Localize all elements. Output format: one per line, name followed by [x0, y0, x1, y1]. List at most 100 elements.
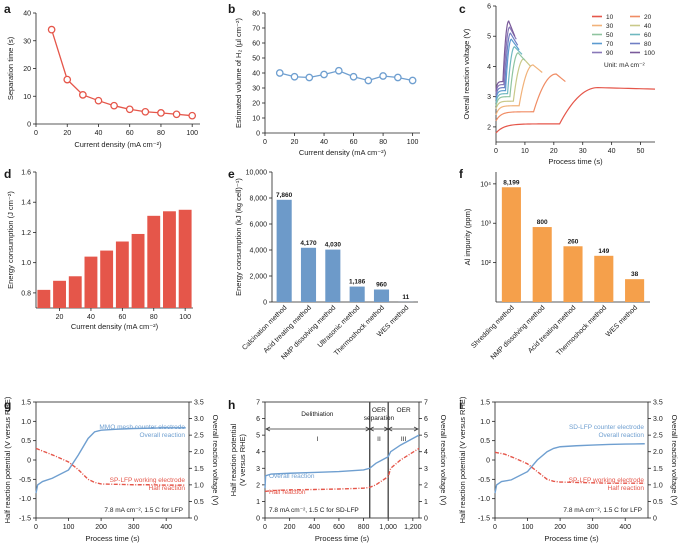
- panel-i-ytick-label: -0.5: [478, 477, 490, 484]
- panel-b-ytick-label: 30: [252, 86, 260, 93]
- panel-i-y2tick-label: 2.5: [653, 433, 663, 440]
- panel-d-xtick-label: 100: [179, 314, 191, 321]
- panel-e-ytick-label: 6,000: [249, 222, 267, 229]
- panel-i-ytick-label: -1.5: [478, 516, 490, 523]
- legend-label: 80: [644, 41, 652, 48]
- panel-c-xtick-label: 10: [521, 148, 529, 155]
- panel-d-ytick-label: 1.6: [21, 170, 31, 177]
- panel-f-label: f: [459, 167, 464, 181]
- panel-h-xtick-label: 400: [308, 524, 320, 531]
- panel-g-ylabel: Half reaction potential (V versus RHE): [3, 396, 12, 523]
- panel-i-ytick-label: -1.0: [478, 496, 490, 503]
- panel-g-label: g: [4, 398, 11, 412]
- panel-h-xtick-label: 200: [284, 524, 296, 531]
- legend-label: 20: [644, 14, 652, 21]
- panel-a-ytick-label: 30: [23, 38, 31, 45]
- bar: [625, 279, 645, 302]
- panel-g-y2tick-label: 2.5: [194, 433, 204, 440]
- panel-g-ytick-label: -0.5: [19, 477, 31, 484]
- data-point: [125, 105, 134, 114]
- panel-g-xlabel: Process time (s): [85, 534, 140, 543]
- panel-i-y2tick-label: 0.5: [653, 499, 663, 506]
- data-point: [379, 72, 387, 80]
- panel-c-xtick-label: 0: [494, 148, 498, 155]
- data-point: [305, 73, 314, 82]
- panel-d-xtick-label: 40: [87, 314, 95, 321]
- series-line-90: [495, 26, 517, 94]
- legend-label: 70: [606, 41, 614, 48]
- annotation-half: Half reaction: [149, 485, 186, 492]
- panel-a-xtick-label: 40: [95, 130, 103, 137]
- bar: [131, 233, 145, 308]
- panel-e-ytick-label: 2,000: [249, 274, 267, 281]
- panel-g-xtick-label: 100: [63, 524, 75, 531]
- panel-b-ytick-label: 0: [256, 131, 260, 138]
- bar: [532, 227, 552, 302]
- panel-h-ylabel-1: Half reaction potential: [229, 423, 238, 496]
- bar: [37, 289, 51, 308]
- panel-g-y2tick-label: 2.0: [194, 449, 204, 456]
- panel-b-ytick-label: 70: [252, 26, 260, 33]
- data-point: [63, 75, 72, 84]
- series-line-40: [495, 58, 532, 109]
- panel-a-label: a: [4, 2, 11, 16]
- panel-i-ylabel: Half reaction potential (V versus RHE): [458, 396, 467, 523]
- data-point: [188, 111, 197, 120]
- panel-h-y2tick-label: 7: [424, 400, 428, 407]
- panel-e-ytick-label: 8,000: [249, 196, 267, 203]
- bar: [349, 286, 365, 302]
- series-line-overall: [264, 434, 420, 489]
- series-line: [50, 29, 193, 117]
- panel-a-ytick-label: 20: [23, 66, 31, 73]
- bar: [178, 209, 192, 308]
- annotation-working-electrode: SP-LFP working electrode: [569, 477, 645, 484]
- series-line-half: [264, 447, 420, 493]
- panel-f-ytick-label: 10³: [481, 221, 492, 228]
- legend-label: 10: [606, 14, 614, 21]
- panel-h-y2tick-label: 0: [424, 516, 428, 523]
- bar: [84, 256, 98, 308]
- panel-g-y2tick-label: 1.0: [194, 482, 204, 489]
- data-point: [394, 73, 402, 82]
- panel-b-xtick-label: 100: [407, 139, 419, 146]
- legend-unit-note: Unit: mA cm⁻²: [604, 62, 645, 69]
- panel-h-y2tick-label: 3: [424, 466, 428, 473]
- data-point: [290, 72, 299, 81]
- panel-h-y2tick-label: 1: [424, 499, 428, 506]
- data-label: 4,030: [325, 242, 342, 249]
- series-line: [279, 70, 413, 82]
- panel-h-ytick-label: 4: [256, 449, 260, 456]
- legend-label: 30: [606, 23, 614, 30]
- annotation-overall: Overall reaction: [598, 432, 644, 439]
- series-line-overall: [494, 443, 645, 494]
- panel-c-ytick-label: 3: [487, 94, 491, 101]
- panel-i-y2tick-label: 3.0: [653, 416, 663, 423]
- panel-c-xtick-label: 40: [608, 148, 616, 155]
- panel-d-ylabel: Energy consumption (J cm⁻²): [6, 191, 15, 289]
- data-point: [408, 76, 417, 85]
- panel-h-y2tick-label: 4: [424, 449, 428, 456]
- panel-g-ytick-label: 1.5: [21, 400, 31, 407]
- annotation-oer: OER: [397, 407, 411, 414]
- panel-b-ytick-label: 10: [252, 116, 260, 123]
- bar: [100, 250, 114, 308]
- panel-i: i 0 100 200 300 400 -1.5 -1.0 -0.5 0 0.5 1.0 1.5 0 0.5…: [458, 396, 679, 543]
- panel-i-xtick-label: 0: [493, 524, 497, 531]
- series-line-20: [495, 73, 566, 122]
- data-label: 8,199: [503, 179, 520, 186]
- panel-h-xtick-label: 600: [333, 524, 345, 531]
- series-line-60: [495, 46, 523, 103]
- panel-h-y2label: Overall reaction voltage (V): [439, 415, 448, 506]
- bar: [563, 246, 583, 302]
- region-arrow-III-head-right: [413, 426, 419, 432]
- annotation-counter-electrode: MMO mesh counter electrode: [99, 424, 185, 431]
- bar: [276, 199, 292, 302]
- annotation-half: Half reaction: [269, 489, 306, 496]
- panel-h-y2tick-label: 2: [424, 482, 428, 489]
- panel-h-xtick-label: 0: [263, 524, 267, 531]
- panel-c-ytick-label: 2: [487, 124, 491, 131]
- bar: [594, 255, 614, 302]
- panel-c-xtick-label: 50: [637, 148, 645, 155]
- panel-c-label: c: [459, 2, 466, 16]
- panel-a-xtick-label: 80: [157, 130, 165, 137]
